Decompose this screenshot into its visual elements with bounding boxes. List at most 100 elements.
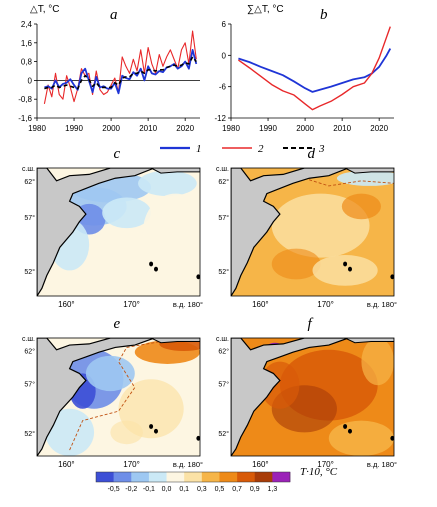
legend-label-3: 3 bbox=[318, 143, 325, 155]
chukotka-land bbox=[344, 338, 394, 344]
map-panel-label-f: f bbox=[308, 316, 314, 332]
map-panels: c с.ш. 62° 57° 52° 160° 170° в.д. 180° d с.ш. 62° 5… bbox=[22, 146, 397, 469]
zero-contour bbox=[304, 177, 394, 187]
y-tick-label: 0 bbox=[222, 51, 227, 60]
y-tick-label: -6 bbox=[219, 83, 227, 92]
lon-label: 170° bbox=[317, 460, 334, 469]
lat-label: 52° bbox=[24, 430, 35, 438]
anomaly-patch bbox=[341, 193, 381, 220]
x-tick-label: 2020 bbox=[370, 124, 388, 133]
island bbox=[390, 435, 394, 441]
panel-b-line-chart: b ∑△T, °C -12 -6 0 6 1980 1990 2000 2010 2020 bbox=[214, 4, 394, 133]
anomaly-patch bbox=[45, 408, 95, 456]
map-frame bbox=[36, 337, 201, 457]
series-line-1 bbox=[44, 48, 198, 95]
x-tick-label: 2020 bbox=[176, 124, 194, 133]
x-tick-label: 2000 bbox=[296, 124, 314, 133]
map-field-d bbox=[231, 168, 394, 296]
panel-b-axes bbox=[228, 23, 394, 121]
lat-label: 62° bbox=[24, 178, 35, 186]
colorbar-swatch bbox=[113, 472, 132, 482]
map-frame bbox=[230, 337, 395, 457]
panel-b-tick-labels: -12 -6 0 6 1980 1990 2000 2010 2020 bbox=[214, 20, 388, 133]
colorbar-swatch bbox=[96, 472, 114, 482]
colorbar-swatch bbox=[254, 472, 273, 482]
island bbox=[347, 266, 352, 272]
x-tick-label: 1980 bbox=[28, 124, 46, 133]
lat-unit-label: с.ш. bbox=[22, 336, 35, 343]
colorbar-tick-label: 0,9 bbox=[250, 486, 260, 493]
colorbar-tick-label: 0,7 bbox=[232, 486, 242, 493]
anomaly-patch bbox=[110, 420, 143, 445]
panel-b-ylabel: ∑△T, °C bbox=[247, 4, 284, 15]
anomaly-patch bbox=[271, 248, 321, 280]
lon-label: 160° bbox=[252, 460, 269, 469]
lon-label: в.д. 180° bbox=[173, 300, 203, 309]
lat-label: 62° bbox=[218, 347, 229, 355]
y-tick-label: -0,8 bbox=[18, 95, 32, 104]
island bbox=[153, 428, 158, 434]
lat-label: 57° bbox=[218, 380, 229, 388]
lat-label: 57° bbox=[24, 380, 35, 388]
island bbox=[347, 428, 352, 434]
legend-label-1: 1 bbox=[196, 143, 202, 155]
y-tick-label: 0 bbox=[28, 76, 33, 85]
lat-label: 62° bbox=[24, 347, 35, 355]
panel-a-line-chart: a △T, °C -1,6 -0,8 0 0,8 1,6 2,4 1980 1990 2000 2… bbox=[18, 4, 200, 133]
colorbar-swatch bbox=[166, 472, 185, 482]
island bbox=[149, 261, 154, 267]
colorbar-tick-label: 0,0 bbox=[162, 486, 172, 493]
colorbar-tick-label: -0,1 bbox=[143, 486, 155, 493]
lat-unit-label: с.ш. bbox=[216, 336, 229, 343]
map-panel-e: e с.ш. 62° 57° 52° 160° 170° в.д. 180° bbox=[22, 316, 203, 469]
map-frame bbox=[36, 167, 201, 297]
kamchatka-land bbox=[231, 168, 349, 296]
y-tick-label: 1,6 bbox=[21, 39, 33, 48]
lat-label: 57° bbox=[218, 214, 229, 222]
lon-label: 160° bbox=[252, 300, 269, 309]
colorbar-swatch bbox=[148, 472, 167, 482]
x-tick-label: 1990 bbox=[65, 124, 83, 133]
x-tick-label: 2000 bbox=[102, 124, 120, 133]
colorbar-tick-label: 0,5 bbox=[215, 486, 225, 493]
anomaly-patch bbox=[85, 355, 135, 392]
anomaly-patch bbox=[142, 193, 200, 271]
map-panel-d: d с.ш. 62° 57° 52° 160° 170° в.д. 180° bbox=[216, 146, 397, 309]
map-field-f bbox=[231, 338, 394, 456]
colorbar: -0,5 -0,2 -0,1 0,0 0,1 0,3 0,5 0,7 0,9 1,3 bbox=[95, 471, 291, 493]
colorbar-tick-label: 0,3 bbox=[197, 486, 207, 493]
island bbox=[343, 424, 348, 429]
island bbox=[196, 274, 200, 280]
lon-label: 170° bbox=[123, 460, 140, 469]
y-tick-label: -12 bbox=[214, 114, 226, 123]
map-frame bbox=[230, 167, 395, 297]
panel-a-axes bbox=[34, 23, 200, 121]
y-tick-label: 6 bbox=[222, 20, 227, 29]
colorbar-tick-label: 1,3 bbox=[267, 486, 277, 493]
kamchatka-land bbox=[37, 168, 155, 296]
zero-contour bbox=[69, 339, 168, 451]
chukotka-land bbox=[150, 338, 200, 344]
colorbar-tick-label: -0,5 bbox=[108, 486, 120, 493]
anomaly-patch bbox=[312, 255, 378, 286]
panel-b-series bbox=[238, 26, 392, 111]
map-field-c bbox=[37, 168, 200, 296]
panel-a-series bbox=[43, 30, 198, 105]
anomaly-patch bbox=[336, 170, 394, 186]
map-panel-c: c с.ш. 62° 57° 52° 160° 170° в.д. 180° bbox=[22, 146, 203, 309]
series-line-2 bbox=[238, 26, 391, 111]
kamchatka-land bbox=[231, 338, 349, 456]
lat-unit-label: с.ш. bbox=[22, 166, 35, 173]
lat-label: 52° bbox=[218, 430, 229, 438]
chukotka-land bbox=[150, 168, 200, 174]
colorbar-swatch bbox=[184, 472, 203, 482]
anomaly-patch bbox=[328, 420, 394, 456]
legend: 1 2 3 bbox=[160, 143, 325, 155]
panel-a-ylabel: △T, °C bbox=[30, 4, 59, 15]
anomaly-patch bbox=[138, 170, 197, 197]
lat-label: 62° bbox=[218, 178, 229, 186]
x-tick-label: 2010 bbox=[333, 124, 351, 133]
legend-label-2: 2 bbox=[258, 143, 264, 155]
lat-label: 52° bbox=[24, 268, 35, 276]
lon-label: в.д. 180° bbox=[173, 460, 203, 469]
